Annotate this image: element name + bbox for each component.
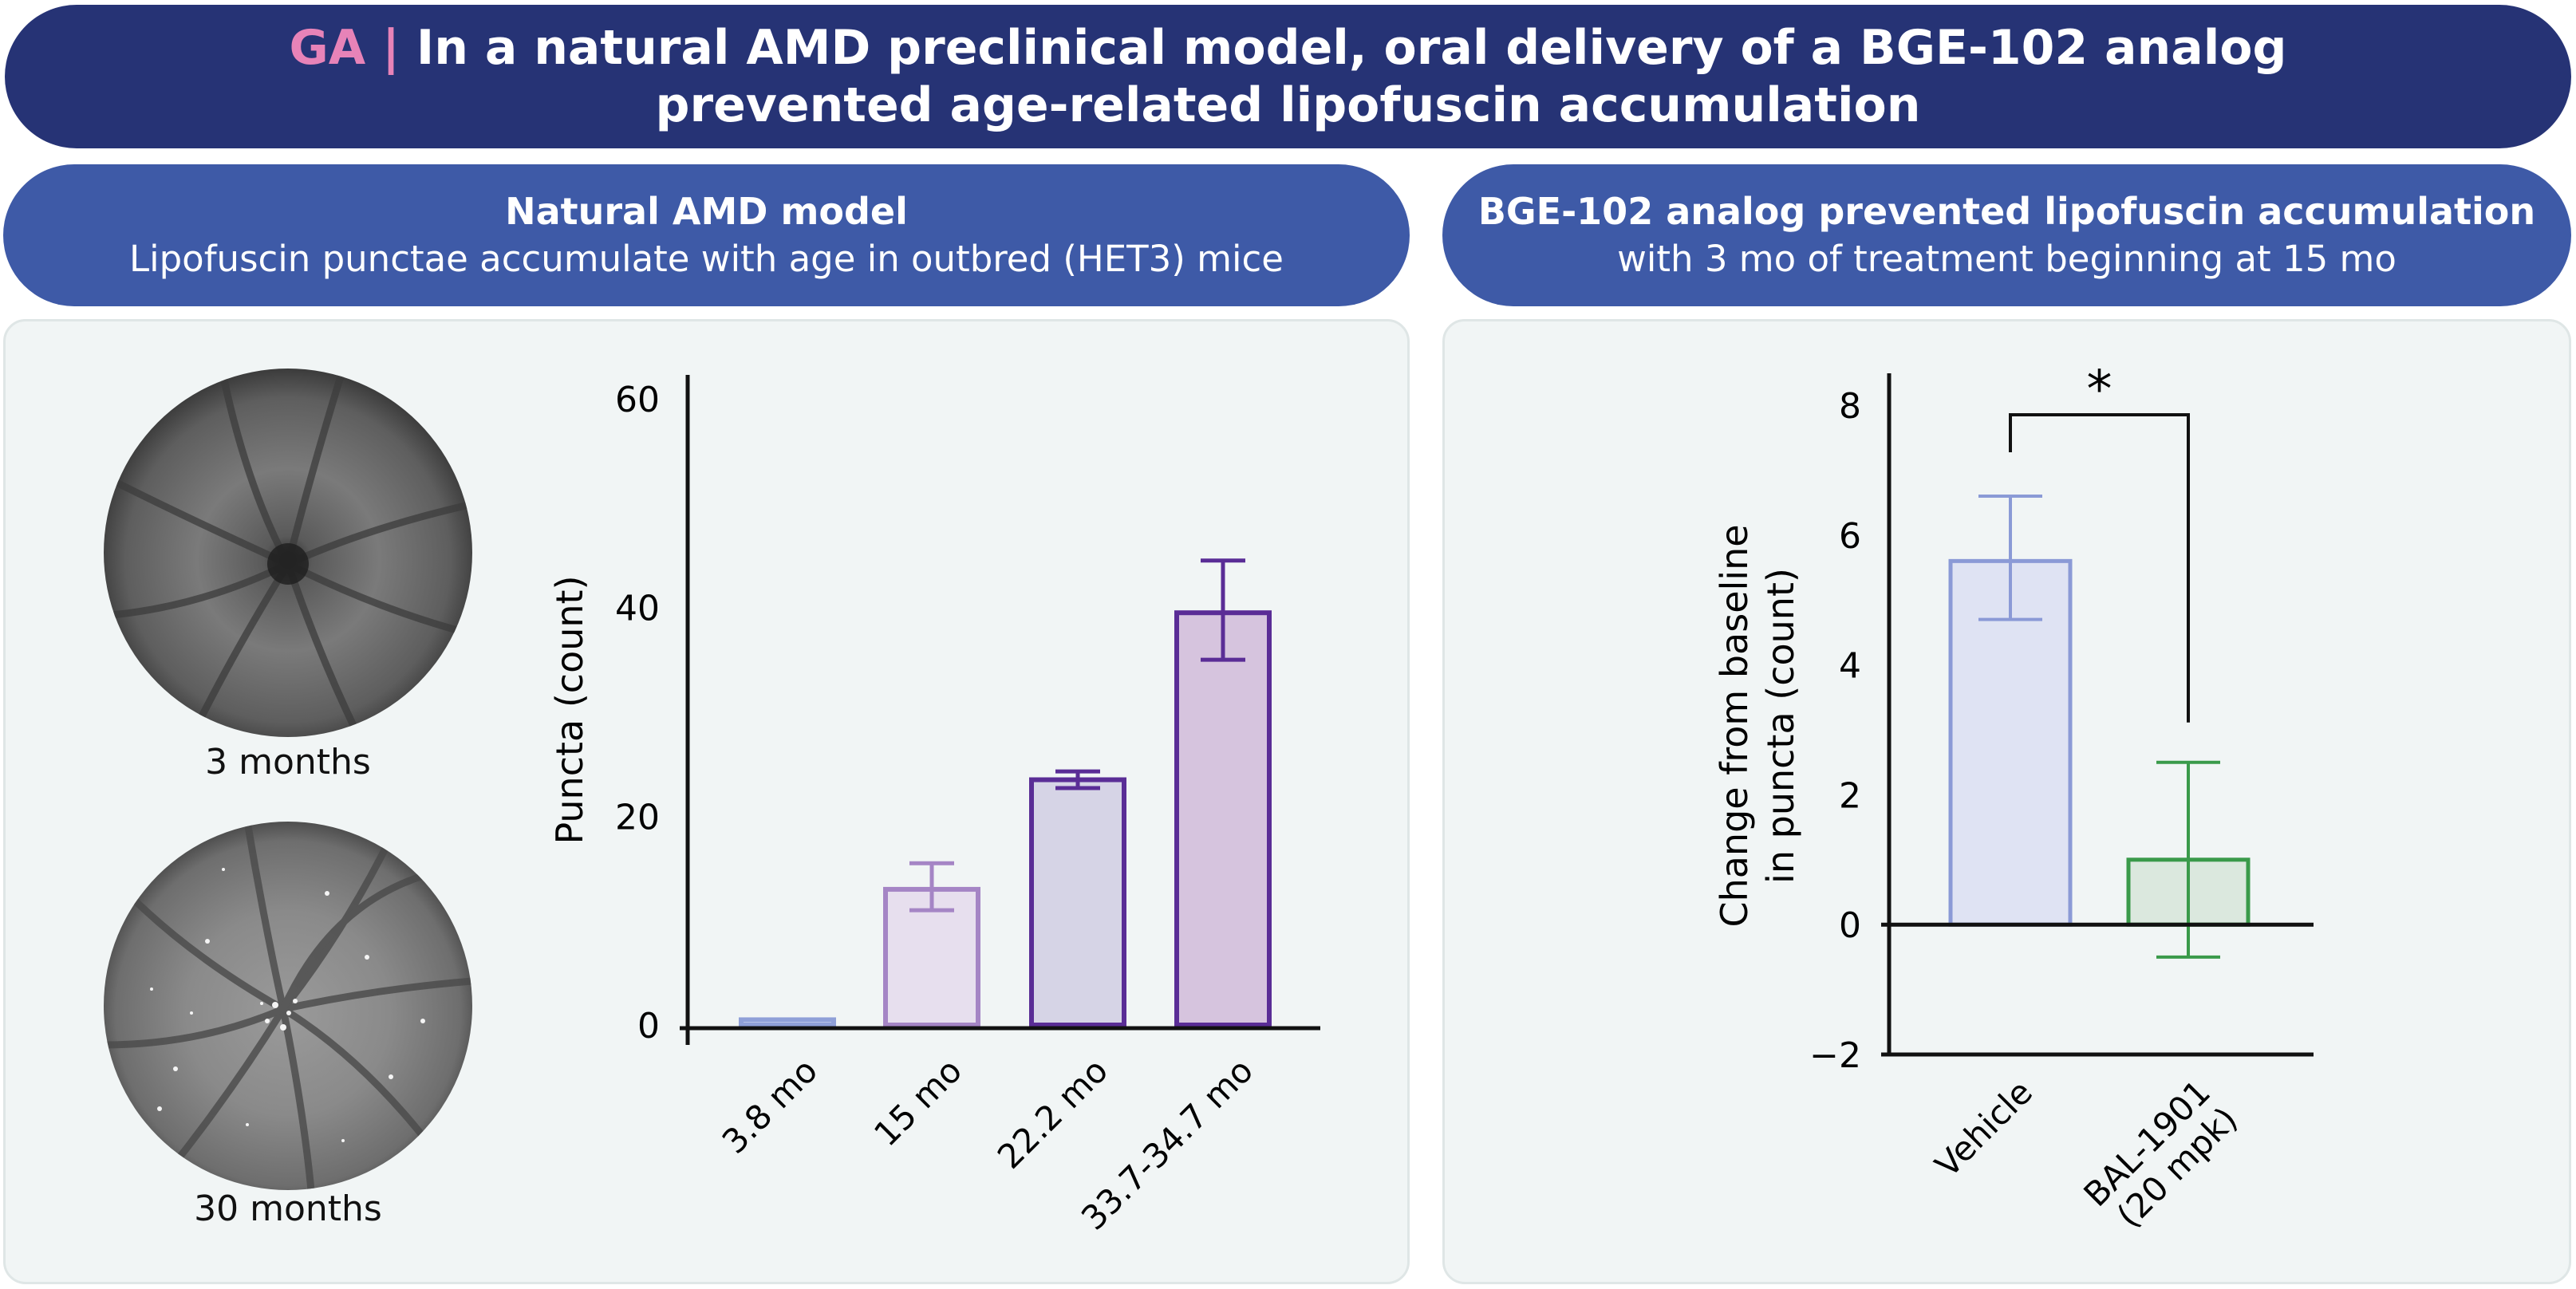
banner-line-1: GA | In a natural AMD preclinical model,… (290, 19, 2287, 77)
caption-30-months: 30 months (194, 1188, 382, 1229)
x-tick-label: 22.2 mo (990, 1051, 1115, 1176)
y-tick-label: 20 (615, 797, 660, 838)
bar (1948, 558, 2073, 927)
y-tick-label: 40 (615, 589, 660, 629)
left-section-header: Natural AMD model Lipofuscin punctae acc… (3, 164, 1410, 306)
right-header-subtitle: with 3 mo of treatment beginning at 15 m… (1617, 238, 2397, 280)
banner-tag: GA (289, 20, 366, 76)
fundus-image-3-months (104, 369, 472, 737)
puncta-by-age-chart: Puncta (count) 0 20 40 60 3.8 mo 15 mo 22.2 m… (548, 375, 1320, 1238)
left-header-title: Natural AMD model (505, 190, 908, 233)
y-tick-label: 0 (637, 1006, 660, 1047)
right-header-title: BGE-102 analog prevented lipofuscin accu… (1477, 190, 2536, 233)
banner-line1-text: In a natural AMD preclinical model, oral… (416, 20, 2287, 76)
y-tick-label: 8 (1839, 386, 1861, 427)
y-tick-label: 0 (1839, 905, 1861, 946)
y-tick-label: 60 (615, 380, 660, 420)
y-tick-label: 2 (1839, 775, 1861, 816)
x-tick-label-group: Vehicle (1927, 1072, 2040, 1185)
bar (1174, 610, 1272, 1028)
x-tick-label: 15 mo (866, 1051, 969, 1153)
x-tick-label: Vehicle (1927, 1072, 2040, 1185)
y-axis-label-line-1: Change from baseline (1713, 524, 1756, 927)
title-banner: GA | In a natural AMD preclinical model,… (5, 5, 2571, 148)
caption-3-months: 3 months (205, 742, 371, 782)
banner-separator: | (382, 20, 400, 76)
bar (739, 1017, 836, 1027)
y-axis-label: Puncta (count) (548, 575, 591, 844)
left-header-subtitle: Lipofuscin punctae accumulate with age i… (129, 238, 1284, 280)
y-tick-label: 6 (1839, 516, 1861, 557)
significance-star: * (2087, 361, 2112, 420)
change-from-baseline-chart: Change from baseline in puncta (count) −… (1713, 361, 2314, 1235)
significance-bracket (2009, 413, 2190, 723)
y-axis-label-line-2: in puncta (count) (1759, 568, 1802, 884)
right-section-header: BGE-102 analog prevented lipofuscin accu… (1442, 164, 2571, 306)
bar (1029, 777, 1126, 1028)
banner-line-2: prevented age-related lipofuscin accumul… (655, 77, 1921, 133)
fundus-image-30-months (104, 822, 472, 1190)
x-tick-label-group: BAL-1901(20 mpk) (2076, 1072, 2245, 1235)
y-tick-label: 4 (1839, 646, 1861, 687)
x-tick-label: 3.8 mo (715, 1051, 825, 1161)
y-tick-label: −2 (1809, 1035, 1861, 1076)
